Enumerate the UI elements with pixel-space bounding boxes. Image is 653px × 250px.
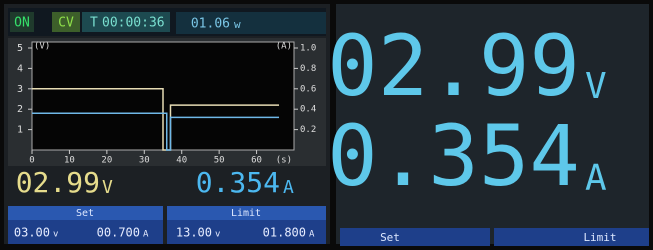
limit-label: Limit [583, 231, 616, 244]
x-tick-label: 60 [251, 156, 262, 166]
device-screens: ON CV T 00:00:36 01.06 w 1 2 3 4 5 0.2 0.4 0.6 0… [0, 0, 653, 246]
x-tick-label: 50 [214, 156, 225, 166]
y-tick-label: 2 [17, 104, 23, 115]
y2-tick-label: 1.0 [300, 44, 316, 54]
x-tick-label: 10 [64, 156, 75, 166]
set-voltage-unit: v [53, 230, 58, 240]
set-voltage: 03.00 [14, 226, 50, 240]
y2-axis-label: (A) [276, 42, 292, 52]
power: 01.06 [191, 17, 230, 32]
y-axis-label: (V) [34, 42, 50, 52]
set-current-unit: A [143, 230, 149, 240]
voltage-readout: 02.99 [16, 166, 100, 199]
y-tick-label: 3 [17, 84, 23, 95]
voltage-unit: V [102, 177, 113, 198]
current-unit: A [283, 177, 294, 198]
big-current: 0.354 [327, 107, 580, 205]
limit-voltage-unit: v [215, 230, 220, 240]
limit-current-unit: A [309, 230, 315, 240]
timer-label: T [90, 16, 98, 31]
y-tick-label: 5 [17, 43, 23, 54]
set-current: 00.700 [97, 226, 140, 240]
set-label: Set [380, 231, 400, 244]
limit-label: Limit [231, 208, 261, 219]
x-tick-label: 0 [29, 156, 34, 166]
big-current-unit: A [585, 158, 607, 199]
big-voltage-unit: V [585, 66, 607, 107]
mode: CV [58, 16, 74, 31]
set-bar [340, 228, 490, 246]
limit-bar [494, 228, 649, 246]
current-readout: 0.354 [196, 166, 280, 199]
y-tick-label: 4 [17, 63, 23, 74]
y2-tick-label: 0.6 [300, 84, 316, 94]
y2-tick-label: 0.4 [300, 105, 316, 115]
x-tick-label: 30 [139, 156, 150, 166]
y2-tick-label: 0.8 [300, 64, 316, 74]
x-axis-label: (s) [276, 156, 292, 166]
limit-current: 01.800 [263, 226, 306, 240]
x-tick-label: 20 [101, 156, 112, 166]
on-status: ON [14, 16, 30, 31]
x-tick-label: 40 [176, 156, 187, 166]
timer: 00:00:36 [102, 16, 165, 31]
power-unit: w [234, 18, 241, 31]
big-voltage: 02.99 [327, 17, 580, 115]
y2-tick-label: 0.2 [300, 125, 316, 135]
limit-voltage: 13.00 [176, 226, 212, 240]
y-tick-label: 1 [17, 125, 23, 136]
set-label: Set [76, 208, 94, 219]
